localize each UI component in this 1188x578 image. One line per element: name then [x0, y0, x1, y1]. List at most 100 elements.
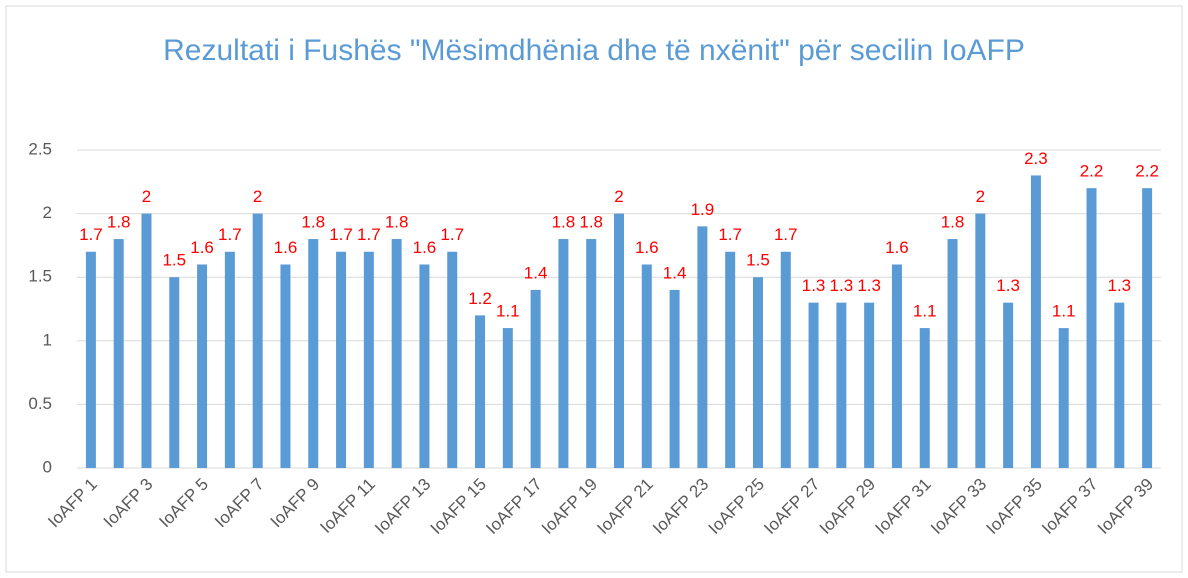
bar — [308, 239, 319, 468]
data-label: 1.4 — [524, 263, 548, 282]
bar — [780, 251, 791, 468]
x-tick-label: IoAFP 17 — [482, 475, 545, 538]
bar — [947, 239, 958, 468]
x-tick-label: IoAFP 5 — [155, 475, 212, 532]
data-label: 2 — [976, 187, 985, 206]
y-tick-label: 1.5 — [28, 267, 52, 286]
y-tick-label: 1 — [43, 330, 52, 349]
data-label: 1.7 — [218, 225, 242, 244]
x-tick-label: IoAFP 25 — [705, 475, 768, 538]
y-tick-label: 2.5 — [28, 139, 52, 158]
chart-title: Rezultati i Fushës "Mësimdhënia dhe të n… — [163, 34, 1025, 67]
bar — [502, 328, 513, 468]
y-tick-label: 2 — [43, 203, 52, 222]
data-label: 1.1 — [496, 302, 520, 321]
chart-frame — [5, 5, 1183, 573]
data-label: 1.6 — [274, 238, 298, 257]
data-label: 1.7 — [440, 225, 464, 244]
x-tick-label: IoAFP 1 — [44, 475, 101, 532]
x-tick-label: IoAFP 9 — [267, 475, 324, 532]
data-label: 1.3 — [802, 276, 826, 295]
data-label: 1.1 — [1052, 302, 1076, 321]
bar — [975, 213, 986, 468]
bar — [1086, 188, 1097, 468]
bar — [363, 251, 374, 468]
data-label: 1.3 — [1107, 276, 1131, 295]
bar — [836, 302, 847, 468]
bar — [530, 289, 541, 468]
bar — [197, 264, 208, 468]
x-tick-label: IoAFP 7 — [211, 475, 268, 532]
bar — [113, 239, 124, 468]
data-label: 2.2 — [1135, 162, 1159, 181]
bar — [641, 264, 652, 468]
data-label: 1.7 — [357, 225, 381, 244]
bar — [614, 213, 624, 468]
bar — [1142, 188, 1153, 468]
data-label: 1.9 — [691, 200, 715, 219]
x-tick-label: IoAFP 27 — [760, 475, 823, 538]
x-tick-label: IoAFP 11 — [316, 475, 378, 537]
bar — [252, 213, 263, 468]
x-tick-label: IoAFP 15 — [427, 475, 490, 538]
x-tick-label: IoAFP 39 — [1094, 475, 1157, 538]
data-label: 1.8 — [941, 213, 965, 232]
bar — [697, 226, 708, 468]
data-label: 1.8 — [552, 213, 576, 232]
x-tick-label: IoAFP 21 — [593, 475, 656, 538]
x-tick-label: IoAFP 19 — [538, 475, 601, 538]
data-label: 2 — [253, 187, 262, 206]
bar — [1058, 328, 1069, 468]
data-label: 1.5 — [746, 251, 770, 270]
x-tick-label: IoAFP 35 — [983, 475, 1046, 538]
bar — [586, 239, 597, 468]
bar — [85, 251, 96, 468]
bar — [864, 302, 875, 468]
data-label: 2.2 — [1080, 162, 1104, 181]
data-label: 1.3 — [830, 276, 854, 295]
data-label: 2 — [142, 187, 151, 206]
x-tick-label: IoAFP 13 — [371, 475, 434, 538]
data-label: 1.8 — [301, 213, 325, 232]
bar — [447, 251, 458, 468]
x-tick-label: IoAFP 33 — [927, 475, 990, 538]
data-label: 1.8 — [385, 213, 409, 232]
bar — [891, 264, 902, 468]
x-tick-label: IoAFP 31 — [871, 475, 934, 538]
bar — [1114, 302, 1125, 468]
x-tick-label: IoAFP 23 — [649, 475, 712, 538]
data-label: 1.3 — [996, 276, 1020, 295]
bar — [1003, 302, 1014, 468]
x-tick-label: IoAFP 3 — [100, 475, 157, 532]
data-label: 1.2 — [468, 289, 492, 308]
data-label: 1.4 — [663, 263, 687, 282]
bar — [224, 251, 235, 468]
data-label: 1.1 — [913, 302, 937, 321]
bar — [336, 251, 347, 468]
bar — [752, 277, 763, 468]
data-label: 1.8 — [579, 213, 603, 232]
bar — [919, 328, 930, 468]
bar — [558, 239, 569, 468]
data-label: 1.6 — [885, 238, 909, 257]
bar — [669, 289, 680, 468]
data-label: 1.6 — [635, 238, 659, 257]
x-tick-label: IoAFP 37 — [1038, 475, 1101, 538]
bar — [419, 264, 430, 468]
data-label: 1.7 — [774, 225, 798, 244]
data-label: 1.8 — [107, 213, 131, 232]
bar — [475, 315, 486, 468]
data-label: 1.5 — [162, 251, 186, 270]
bar — [280, 264, 291, 468]
bar — [391, 239, 402, 468]
bar — [169, 277, 180, 468]
data-label: 1.7 — [718, 225, 742, 244]
data-label: 1.7 — [329, 225, 353, 244]
bar — [141, 213, 152, 468]
bar — [1030, 175, 1041, 468]
data-label: 1.7 — [79, 225, 103, 244]
x-tick-label: IoAFP 29 — [816, 475, 879, 538]
data-label: 2.3 — [1024, 149, 1048, 168]
